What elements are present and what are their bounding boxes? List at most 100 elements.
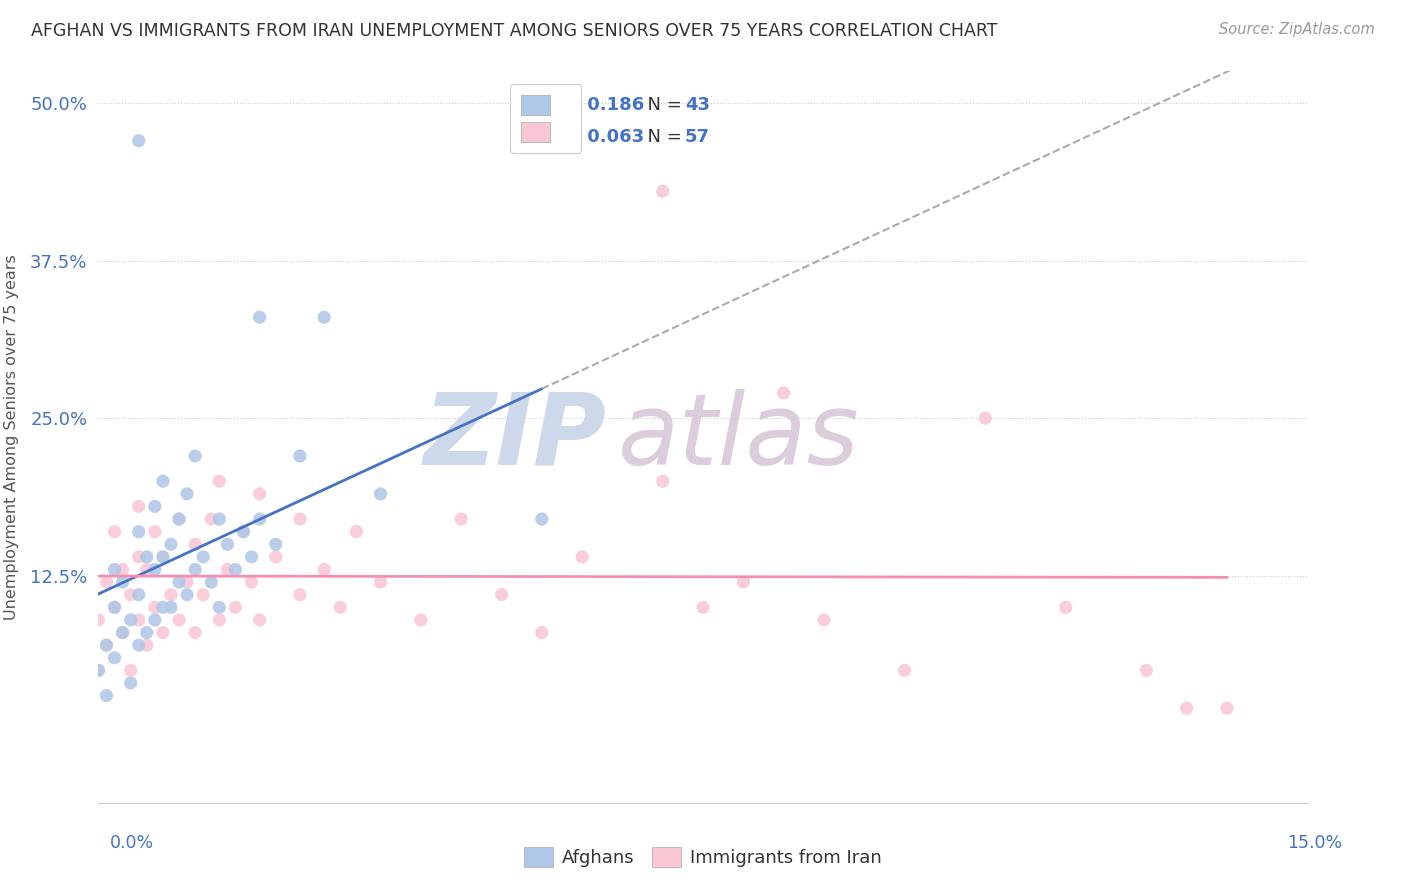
Point [288, 449, 311, 463]
Point [87, 664, 110, 678]
Point [232, 524, 254, 539]
Point [103, 562, 125, 576]
Point [249, 310, 271, 325]
Point [370, 487, 392, 501]
Point [96, 575, 118, 590]
Point [143, 500, 166, 514]
Point [152, 549, 174, 564]
Point [184, 562, 207, 576]
Point [111, 625, 134, 640]
Point [314, 562, 336, 576]
Point [135, 562, 157, 576]
Point [120, 588, 142, 602]
Point [224, 562, 246, 576]
Point [96, 638, 118, 652]
Point [232, 524, 254, 539]
Point [111, 625, 134, 640]
Point [974, 411, 997, 425]
Point [224, 600, 246, 615]
Point [249, 613, 271, 627]
Point [450, 512, 472, 526]
Point [167, 575, 190, 590]
Text: AFGHAN VS IMMIGRANTS FROM IRAN UNEMPLOYMENT AMONG SENIORS OVER 75 YEARS CORRELAT: AFGHAN VS IMMIGRANTS FROM IRAN UNEMPLOYM… [31, 22, 997, 40]
Point [772, 386, 794, 401]
Point [530, 625, 553, 640]
Legend: Afghans, Immigrants from Iran: Afghans, Immigrants from Iran [516, 839, 890, 874]
Point [143, 600, 166, 615]
Text: atlas: atlas [619, 389, 860, 485]
Point [692, 600, 714, 615]
Point [87, 664, 110, 678]
Point [1216, 701, 1239, 715]
Point [152, 474, 174, 488]
Point [167, 613, 190, 627]
Point [344, 524, 367, 539]
Point [208, 600, 231, 615]
Point [249, 487, 271, 501]
Text: Source: ZipAtlas.com: Source: ZipAtlas.com [1219, 22, 1375, 37]
Point [813, 613, 835, 627]
Point [128, 588, 150, 602]
Point [409, 613, 432, 627]
Point [103, 524, 125, 539]
Point [143, 562, 166, 576]
Text: 15.0%: 15.0% [1288, 834, 1343, 852]
Point [128, 549, 150, 564]
Text: 0.063: 0.063 [581, 128, 644, 146]
Point [288, 588, 311, 602]
Point [264, 549, 287, 564]
Point [193, 588, 215, 602]
Point [208, 613, 231, 627]
Point [491, 588, 513, 602]
Point [120, 664, 142, 678]
Point [103, 600, 125, 615]
Point [184, 625, 207, 640]
Point [217, 562, 239, 576]
Text: N =: N = [637, 128, 688, 146]
Point [128, 638, 150, 652]
Point [208, 512, 231, 526]
Point [1175, 701, 1198, 715]
Point [329, 600, 352, 615]
Point [160, 537, 183, 551]
Point [184, 449, 207, 463]
Text: R =: R = [530, 128, 569, 146]
Point [128, 524, 150, 539]
Point [288, 512, 311, 526]
Text: 0.0%: 0.0% [110, 834, 153, 852]
Point [651, 474, 673, 488]
Point [111, 562, 134, 576]
Point [176, 487, 198, 501]
Point [135, 549, 157, 564]
Point [96, 689, 118, 703]
Point [143, 613, 166, 627]
Point [240, 549, 263, 564]
Point [1135, 664, 1157, 678]
Point [200, 575, 222, 590]
Text: 0.186: 0.186 [581, 96, 644, 114]
Point [152, 549, 174, 564]
Legend:   ,   : , [510, 84, 581, 153]
Text: R =: R = [530, 96, 569, 114]
Point [152, 600, 174, 615]
Point [893, 664, 915, 678]
Point [1054, 600, 1077, 615]
Point [103, 650, 125, 665]
Text: N =: N = [637, 96, 688, 114]
Point [370, 575, 392, 590]
Point [96, 638, 118, 652]
Point [120, 676, 142, 690]
Point [176, 575, 198, 590]
Point [128, 500, 150, 514]
Point [733, 575, 755, 590]
Point [193, 549, 215, 564]
Text: 43: 43 [685, 96, 710, 114]
Point [167, 512, 190, 526]
Point [240, 575, 263, 590]
Text: 57: 57 [685, 128, 710, 146]
Point [200, 512, 222, 526]
Point [120, 613, 142, 627]
Point [135, 638, 157, 652]
Point [208, 474, 231, 488]
Point [530, 512, 553, 526]
